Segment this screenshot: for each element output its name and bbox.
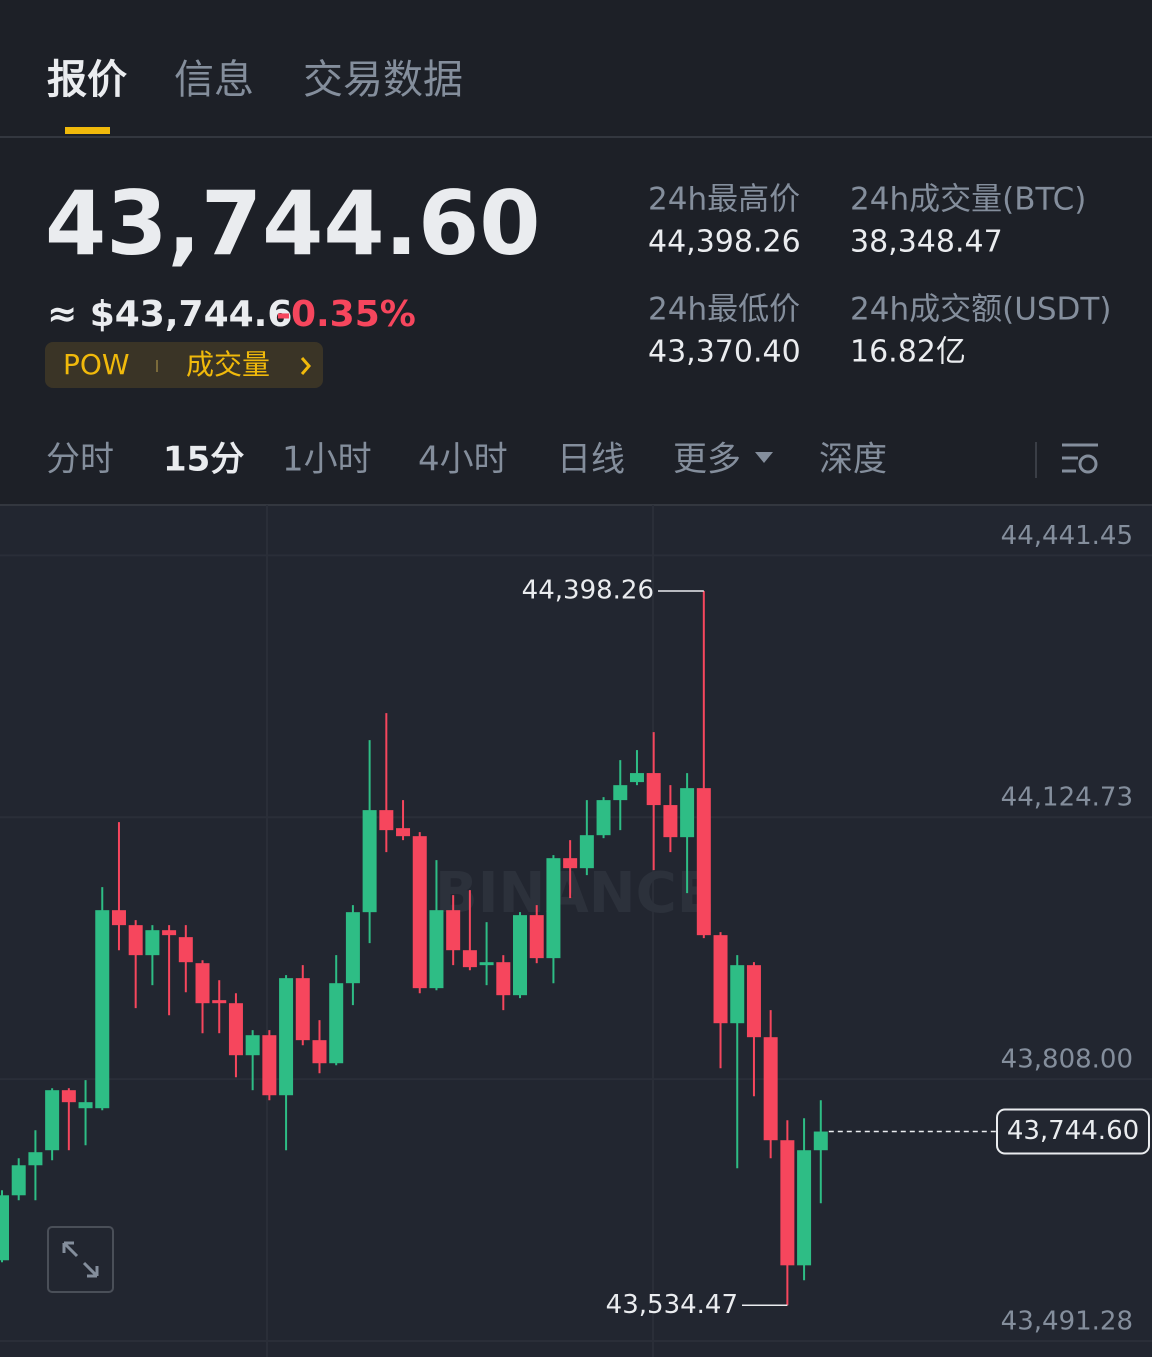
candle-body	[746, 965, 761, 1038]
candle-body	[329, 983, 344, 1064]
high-label: 44,398.26	[522, 576, 654, 606]
candle-body	[646, 773, 661, 806]
candle-body	[379, 810, 394, 831]
candle-body	[579, 835, 594, 869]
candle-body	[629, 773, 644, 783]
candle-body	[479, 962, 494, 966]
candle-body	[396, 828, 411, 837]
candle-body	[596, 800, 611, 836]
candle-body	[295, 978, 310, 1041]
candle-body	[128, 925, 143, 956]
last-price: 43,744.60	[45, 172, 540, 275]
candle-body	[446, 910, 461, 951]
interval[interactable]: 日线	[557, 440, 625, 480]
interval[interactable]: 更多	[673, 440, 741, 480]
interval[interactable]: 1小时	[282, 440, 372, 480]
low-label: 43,534.47	[606, 1290, 738, 1320]
stat-value: 16.82亿	[850, 335, 966, 370]
tag[interactable]: POW	[63, 348, 130, 381]
candle-body	[212, 1000, 227, 1004]
candle-body	[345, 912, 360, 984]
dropdown-arrow	[755, 452, 773, 463]
candle-body	[0, 1195, 9, 1261]
tab-indicator	[65, 127, 110, 134]
last-price-label: 43,744.60	[1007, 1116, 1139, 1146]
candle-body	[496, 962, 511, 996]
candle-body	[195, 963, 210, 1004]
candle-body	[780, 1140, 795, 1266]
expand-icon	[62, 1241, 99, 1278]
candle-body	[713, 935, 728, 1024]
candle-body	[228, 1003, 243, 1056]
price-usd: ≈ $43,744.6	[47, 294, 292, 335]
y-tick-label: 43,808.00	[1001, 1045, 1133, 1075]
candle-body	[312, 1040, 327, 1064]
stat-value: 44,398.26	[648, 225, 801, 260]
candle-body	[546, 858, 561, 959]
candle-body	[362, 810, 377, 913]
candle-body	[462, 950, 477, 968]
interval[interactable]: 深度	[819, 440, 887, 480]
watermark: BINANCE	[435, 861, 715, 926]
candle-body	[45, 1090, 60, 1151]
interval[interactable]: 4小时	[418, 440, 508, 480]
y-tick-label: 44,124.73	[1001, 783, 1133, 813]
candle-body	[28, 1152, 43, 1166]
candle-body	[111, 910, 126, 926]
stat-value: 43,370.40	[648, 335, 801, 370]
tab[interactable]: 报价	[47, 57, 127, 103]
candle-body	[563, 858, 578, 869]
y-tick-label: 43,491.28	[1001, 1307, 1133, 1337]
interval[interactable]: 15分	[163, 440, 244, 480]
tag[interactable]: 成交量	[186, 348, 270, 381]
candle-body	[763, 1037, 778, 1141]
header-bg	[0, 0, 1152, 505]
price-change: -0.35%	[276, 294, 416, 335]
candle-body	[61, 1090, 76, 1103]
candle-body	[78, 1102, 93, 1109]
candle-body	[797, 1150, 812, 1266]
stat-label: 24h最高价	[648, 182, 800, 218]
plot: 44,441.45 44,124.73 43,808.00 43,491.28 44,3…	[0, 521, 1152, 1342]
candle-body	[429, 910, 444, 989]
chart-bg	[0, 505, 1152, 1357]
candle-body	[680, 788, 695, 838]
last-price-box	[996, 1108, 1150, 1155]
stat-value: 38,348.47	[850, 225, 1003, 260]
stat-label: 24h最低价	[648, 292, 800, 328]
candle-body	[279, 978, 294, 1096]
candle-body	[412, 836, 427, 989]
stat-label: 24h成交量(BTC)	[850, 182, 1086, 218]
candle-body	[529, 915, 544, 959]
candle-body	[262, 1035, 277, 1096]
candle-body	[696, 788, 711, 936]
candle-body	[730, 965, 745, 1024]
settings-icon[interactable]	[1062, 443, 1098, 474]
icon-part	[1078, 454, 1098, 474]
interval[interactable]: 分时	[46, 440, 114, 480]
candle-body	[663, 805, 678, 838]
candle-body	[11, 1165, 26, 1196]
stat-label: 24h成交额(USDT)	[850, 292, 1111, 328]
candle-body	[95, 910, 110, 1109]
candle-body	[513, 915, 528, 996]
candle-body	[813, 1131, 828, 1151]
candle-body	[162, 930, 177, 936]
y-tick-label: 44,441.45	[1001, 521, 1133, 551]
tab[interactable]: 信息	[174, 57, 254, 103]
tag-box[interactable]	[45, 342, 323, 388]
chevron	[300, 357, 311, 375]
candle-body	[145, 930, 160, 956]
expand-button[interactable]	[47, 1226, 114, 1293]
candle-body	[178, 937, 193, 963]
candle-body	[613, 785, 628, 801]
tab[interactable]: 交易数据	[303, 57, 463, 103]
candle-body	[245, 1035, 260, 1056]
